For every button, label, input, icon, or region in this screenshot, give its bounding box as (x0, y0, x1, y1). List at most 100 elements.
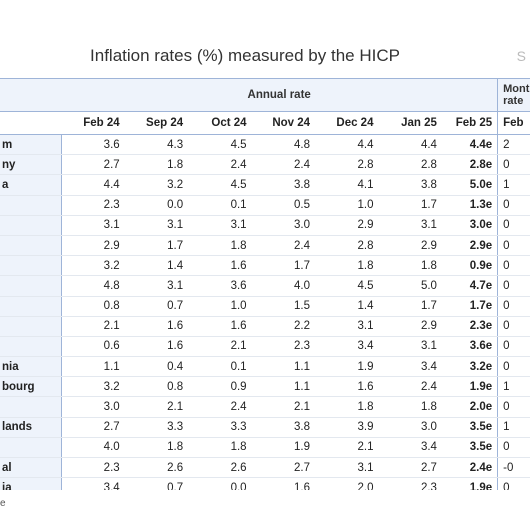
rate-cell: 3.0 (378, 417, 442, 438)
monthly-rate-cell: 0 (497, 215, 530, 236)
country-cell (0, 316, 62, 337)
rate-cell: 2.1 (251, 396, 316, 418)
table-row: 3.1 3.1 3.1 3.0 2.9 3.1 3.0e 0 (0, 215, 530, 236)
country-cell (0, 275, 62, 297)
rate-cell: 4.4 (61, 174, 125, 196)
rate-cell: 1.6 (124, 336, 189, 358)
country-cell: a (0, 174, 62, 196)
rate-cell: 4.8 (251, 134, 316, 156)
rate-cell: 2.4 (378, 376, 442, 398)
rate-cell: 1.9 (315, 356, 379, 378)
rate-cell: 2.4e (441, 457, 498, 479)
table-row: 2.1 1.6 1.6 2.2 3.1 2.9 2.3e 0 (0, 316, 530, 337)
rate-cell: 3.1 (378, 336, 442, 358)
rate-cell: 3.1 (188, 215, 252, 236)
rate-cell: 3.8 (251, 417, 316, 438)
rate-cell: 3.9 (315, 417, 379, 438)
month-header: Dec 24 (315, 111, 379, 135)
country-cell (0, 396, 62, 418)
rate-cell: 0.0 (188, 477, 252, 490)
rate-cell: 2.3 (61, 195, 125, 216)
rate-cell: 2.7 (251, 457, 316, 479)
monthly-rate-header: Month rate (497, 78, 530, 112)
monthly-rate-line2: rate (503, 95, 524, 107)
rate-cell: 3.1 (315, 457, 379, 479)
month-header: Sep 24 (124, 111, 189, 135)
country-cell (0, 235, 62, 257)
country-cell: lands (0, 417, 62, 438)
rate-cell: 2.8 (315, 235, 379, 257)
rate-cell: 3.2 (124, 174, 189, 196)
rate-cell: 0.4 (124, 356, 189, 378)
rate-cell: 1.9 (251, 437, 316, 459)
rate-cell: 4.0 (61, 437, 125, 459)
table-row: ny 2.7 1.8 2.4 2.4 2.8 2.8 2.8e 0 (0, 154, 530, 176)
country-cell (0, 195, 62, 216)
rate-cell: 3.5e (441, 437, 498, 459)
rate-cell: 2.1 (315, 437, 379, 459)
country-cell: al (0, 457, 62, 479)
rate-cell: 4.3 (124, 134, 189, 156)
rate-cell: 0.1 (188, 195, 252, 216)
corner-glyph: S (516, 48, 526, 64)
rate-cell: 1.6 (188, 255, 252, 277)
rate-cell: 4.1 (315, 174, 379, 196)
rate-cell: 1.4 (315, 296, 379, 317)
rate-cell: 3.1 (61, 215, 125, 236)
monthly-rate-cell: 0 (497, 396, 530, 418)
monthly-rate-cell: 2 (497, 134, 530, 156)
month-header: Jan 25 (378, 111, 442, 135)
rate-cell: 2.0 (315, 477, 379, 490)
rate-cell: 0.9e (441, 255, 498, 277)
rate-cell: 2.8 (315, 154, 379, 176)
table-body: m 3.6 4.3 4.5 4.8 4.4 4.4 4.4e 2 ny 2.7 1.8 2.4 2.4 2.… (0, 134, 530, 490)
table-row: bourg 3.2 0.8 0.9 1.1 1.6 2.4 1.9e 1 (0, 376, 530, 398)
rate-cell: 2.0e (441, 396, 498, 418)
table-row: 4.8 3.1 3.6 4.0 4.5 5.0 4.7e 0 (0, 275, 530, 297)
rate-cell: 2.1 (188, 336, 252, 358)
rate-cell: 1.7 (251, 255, 316, 277)
monthly-rate-line1: Month (503, 83, 530, 95)
rate-cell: 4.5 (188, 174, 252, 196)
rate-cell: 2.4 (251, 235, 316, 257)
country-cell (0, 437, 62, 459)
rate-cell: 3.8 (378, 174, 442, 196)
rate-cell: 2.6 (124, 457, 189, 479)
rate-cell: 3.4 (378, 356, 442, 378)
rate-cell: 1.8 (378, 255, 442, 277)
rate-cell: 2.8 (378, 154, 442, 176)
rate-cell: 3.1 (124, 215, 189, 236)
country-cell (0, 215, 62, 236)
rate-cell: 1.8 (124, 154, 189, 176)
table-row: 0.6 1.6 2.1 2.3 3.4 3.1 3.6e 0 (0, 336, 530, 358)
rate-cell: 2.9 (378, 316, 442, 337)
rate-cell: 4.4 (378, 134, 442, 156)
monthly-rate-cell: 0 (497, 477, 530, 490)
rate-cell: 1.3e (441, 195, 498, 216)
rate-cell: 1.7e (441, 296, 498, 317)
table-row: 2.3 0.0 0.1 0.5 1.0 1.7 1.3e 0 (0, 195, 530, 216)
rate-cell: 2.4 (251, 154, 316, 176)
rate-cell: 1.4 (124, 255, 189, 277)
rate-cell: 2.4 (188, 154, 252, 176)
rate-cell: 1.7 (124, 235, 189, 257)
rate-cell: 2.9 (315, 215, 379, 236)
rate-cell: 0.6 (61, 336, 125, 358)
monthly-rate-cell: 1 (497, 376, 530, 398)
monthly-rate-cell: 1 (497, 174, 530, 196)
rate-cell: 4.5 (188, 134, 252, 156)
country-cell (0, 296, 62, 317)
rate-cell: 3.2e (441, 356, 498, 378)
monthly-rate-cell: 0 (497, 336, 530, 358)
rate-cell: 3.0e (441, 215, 498, 236)
rate-cell: 2.6 (188, 457, 252, 479)
monthly-rate-cell: 0 (497, 154, 530, 176)
table-row: 3.2 1.4 1.6 1.7 1.8 1.8 0.9e 0 (0, 255, 530, 277)
monthly-rate-cell: 1 (497, 417, 530, 438)
country-cell: ia (0, 477, 62, 490)
rate-cell: 2.7 (61, 154, 125, 176)
country-cell (0, 336, 62, 358)
country-cell: m (0, 134, 62, 156)
rate-cell: 5.0 (378, 275, 442, 297)
